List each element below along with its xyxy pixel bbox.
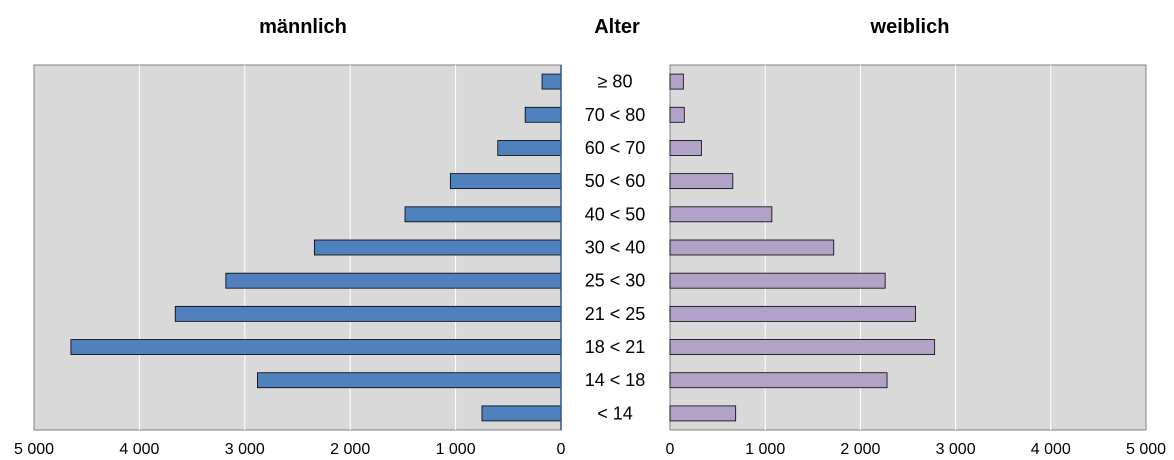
male-bar <box>313 239 562 256</box>
age-category-label: 30 < 40 <box>585 238 646 258</box>
male-bar <box>449 173 562 190</box>
female-bar <box>669 305 917 322</box>
male-bar <box>70 339 562 355</box>
age-category-label: 70 < 80 <box>585 105 646 125</box>
male-bar <box>174 305 562 322</box>
male-bar <box>481 405 562 422</box>
male-bar <box>541 73 562 90</box>
female-bar <box>669 73 684 90</box>
female-tick-label: 2 000 <box>840 441 880 458</box>
title-female: weiblich <box>870 16 950 38</box>
female-bars <box>669 73 936 422</box>
male-axis-ticks: 0 1 000 2 000 3 000 4 000 5 000 <box>14 441 566 458</box>
female-bar <box>669 106 685 123</box>
age-category-label: 14 < 18 <box>585 370 646 390</box>
male-bar <box>524 106 562 123</box>
title-age: Alter <box>594 16 640 38</box>
male-tick-label: 3 000 <box>225 441 265 458</box>
male-bar <box>404 206 562 223</box>
female-bar <box>669 272 886 289</box>
female-tick-label: 5 000 <box>1126 441 1166 458</box>
age-category-label: 21 < 25 <box>585 304 646 324</box>
male-bars <box>70 73 562 422</box>
female-tick-label: 1 000 <box>745 441 785 458</box>
male-bar <box>257 372 562 389</box>
female-bar <box>669 239 835 256</box>
male-tick-label: 2 000 <box>330 441 370 458</box>
female-bar <box>669 140 702 156</box>
age-category-label: 40 < 50 <box>585 204 646 224</box>
age-category-label: < 14 <box>597 403 633 423</box>
age-category-label: 50 < 60 <box>585 171 646 191</box>
male-bar <box>497 140 562 156</box>
male-tick-label: 5 000 <box>14 441 54 458</box>
female-bar <box>669 206 773 223</box>
age-category-label: ≥ 80 <box>598 72 633 92</box>
male-tick-label: 1 000 <box>436 441 476 458</box>
age-category-label: 60 < 70 <box>585 138 646 158</box>
male-bar <box>225 272 562 289</box>
female-tick-label: 3 000 <box>936 441 976 458</box>
male-tick-label: 0 <box>557 441 566 458</box>
male-tick-label: 4 000 <box>119 441 159 458</box>
female-tick-label: 0 <box>666 441 675 458</box>
female-axis-ticks: 0 1 000 2 000 3 000 4 000 5 000 <box>666 441 1167 458</box>
female-bar <box>669 372 888 389</box>
female-bar <box>669 173 734 190</box>
female-bar <box>669 339 936 355</box>
female-tick-label: 4 000 <box>1031 441 1071 458</box>
title-male: männlich <box>259 16 347 38</box>
age-category-labels: ≥ 80 70 < 80 60 < 70 50 < 60 40 < 50 30 < 40 2… <box>585 72 646 424</box>
age-category-label: 25 < 30 <box>585 271 646 291</box>
age-category-label: 18 < 21 <box>585 337 646 357</box>
female-bar <box>669 405 737 422</box>
